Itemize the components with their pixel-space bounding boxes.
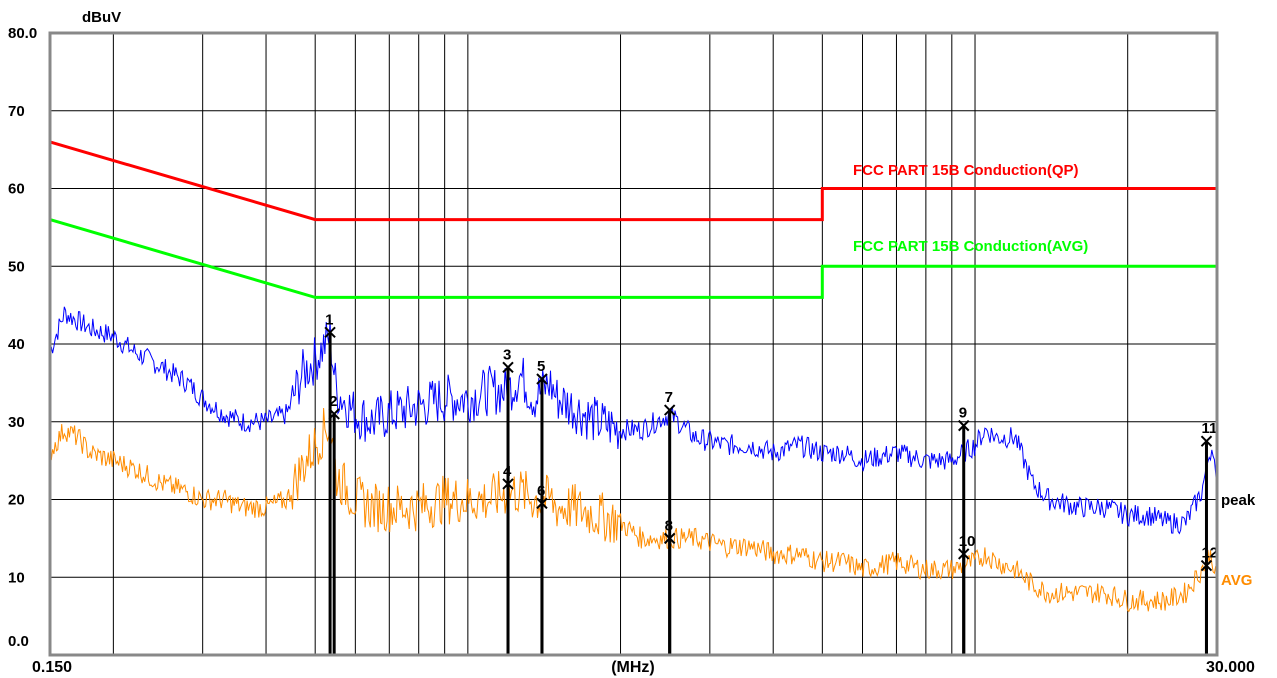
marker-label: 8 [665, 517, 673, 534]
series-line-1 [49, 218, 1217, 299]
y-tick-labels: 0.0 10 20 30 40 50 60 70 80.0 [8, 25, 37, 650]
qp-limit-legend: FCC PART 15B Conduction(QP) [853, 162, 1079, 179]
marker-label: 1 [325, 311, 333, 328]
marker-label: 3 [503, 346, 511, 363]
plot-frame [48, 31, 1219, 657]
marker-x [663, 532, 676, 545]
x-axis-max-label: 30.000 [1206, 659, 1255, 676]
y-tick-label: 60 [8, 181, 25, 198]
x-axis-unit-label: (MHz) [611, 659, 655, 676]
y-tick-label: 50 [8, 258, 25, 275]
marker-x [663, 404, 676, 416]
marker-label: 9 [959, 405, 967, 422]
marker-label: 11 [1201, 420, 1217, 437]
marker-x [958, 548, 970, 560]
marker-label: 12 [1201, 545, 1218, 562]
y-tick-label: 20 [8, 492, 25, 509]
marker-label: 4 [503, 463, 512, 480]
marker-x [502, 361, 514, 374]
y-tick-label: 40 [8, 336, 25, 353]
series-group [49, 140, 1218, 613]
marker-label: 5 [537, 358, 545, 375]
y-tick-label: 80.0 [8, 25, 37, 42]
y-tick-label: 30 [8, 414, 25, 431]
marker-x [1200, 559, 1213, 572]
marker-x [536, 497, 548, 510]
y-tick-label: 10 [8, 569, 25, 586]
series-line-3 [49, 407, 1218, 613]
marker-x [328, 408, 340, 420]
marker-label: 2 [329, 393, 337, 410]
marker-x [1200, 435, 1213, 447]
y-tick-label: 70 [8, 103, 25, 120]
marker-x [324, 326, 336, 339]
marker-x [958, 419, 970, 432]
y-axis-unit-label: dBuV [82, 9, 121, 26]
marker-label: 6 [537, 482, 545, 499]
marker-x [536, 373, 548, 385]
avg-limit-legend: FCC PART 15B Conduction(AVG) [853, 238, 1088, 255]
series-line-2 [49, 306, 1218, 535]
y-tick-label: 0.0 [8, 633, 29, 650]
x-axis-min-label: 0.150 [32, 659, 72, 676]
marker-x [502, 478, 514, 490]
marker-label: 10 [959, 533, 976, 550]
marker-label: 7 [665, 389, 673, 406]
peak-trace-label: peak [1221, 492, 1256, 509]
series-line-0 [49, 140, 1217, 222]
avg-trace-label: AVG [1221, 572, 1252, 589]
